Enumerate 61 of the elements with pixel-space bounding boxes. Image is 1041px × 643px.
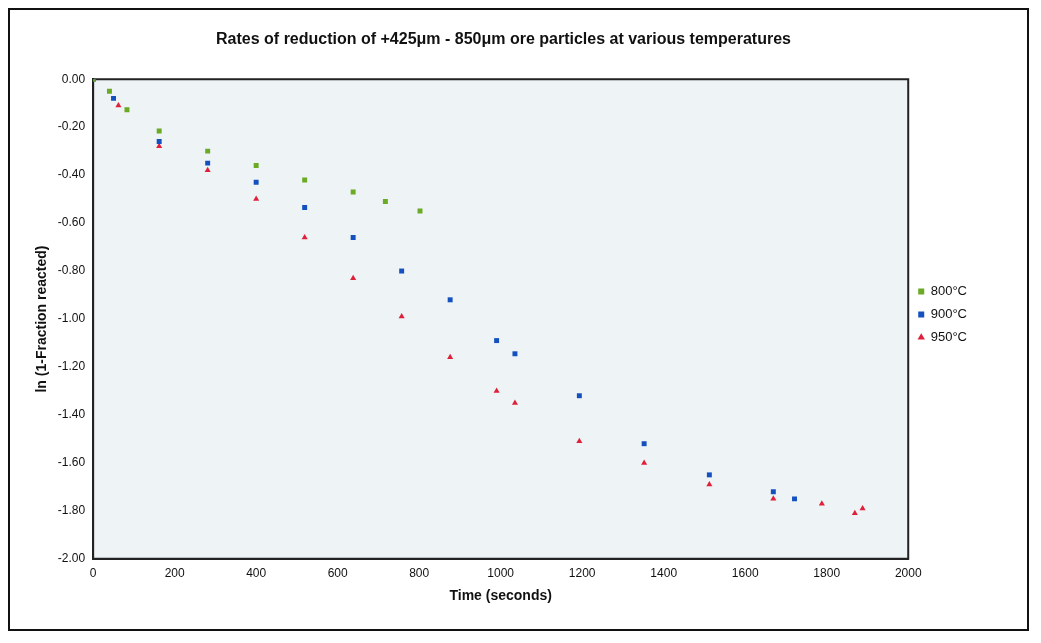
- y-tick-label: -0.40: [57, 167, 86, 182]
- point: [205, 148, 211, 154]
- point: [302, 205, 308, 210]
- point: [512, 351, 518, 357]
- point: [253, 179, 259, 185]
- point: [156, 139, 162, 145]
- point: [770, 495, 777, 501]
- y-tick-label: -1.20: [57, 359, 86, 374]
- point: [301, 233, 308, 240]
- point: [399, 268, 405, 274]
- point: [641, 441, 647, 447]
- y-tick-label: -0.60: [57, 215, 86, 230]
- point: [350, 274, 357, 280]
- point: [494, 338, 500, 344]
- y-tick-label: -1.60: [57, 455, 86, 470]
- x-tick-label: 2000: [894, 566, 922, 581]
- legend-label: 900°C: [930, 306, 967, 322]
- x-tick-label: 600: [327, 566, 349, 581]
- point: [382, 199, 388, 204]
- point: [253, 163, 259, 168]
- point: [350, 189, 356, 195]
- x-tick-label: 1800: [813, 566, 841, 581]
- y-tick-label: -1.00: [57, 311, 86, 326]
- point: [641, 459, 648, 465]
- y-tick-label: 0.00: [61, 71, 86, 86]
- point: [204, 166, 211, 173]
- point: [511, 399, 518, 405]
- legend-label: 950°C: [930, 329, 967, 345]
- point: [447, 353, 454, 360]
- x-axis-title: Time (seconds): [449, 587, 552, 604]
- point: [706, 472, 712, 478]
- x-tick-label: 0: [89, 566, 97, 581]
- x-tick-label: 800: [409, 566, 430, 581]
- point: [106, 88, 112, 94]
- x-tick-label: 1400: [650, 566, 678, 581]
- point: [205, 160, 211, 166]
- point: [706, 480, 713, 487]
- legend-label: 800°C: [930, 283, 967, 299]
- point: [302, 177, 308, 183]
- chart-title: Rates of reduction of +425μm - 850μm ore particles at various temperatures: [216, 30, 792, 48]
- point: [447, 297, 453, 303]
- point: [111, 95, 116, 101]
- point: [576, 393, 582, 399]
- point: [350, 234, 356, 240]
- y-tick-label: -0.80: [57, 263, 86, 278]
- x-tick-label: 400: [246, 566, 267, 581]
- x-tick-label: 1000: [487, 566, 515, 581]
- y-tick-label: -1.80: [57, 503, 86, 518]
- point: [851, 509, 858, 515]
- x-tick-label: 200: [164, 566, 185, 581]
- point: [253, 195, 260, 201]
- point: [770, 489, 776, 495]
- y-axis-title: ln (1-Fraction reacted): [33, 245, 50, 393]
- point: [792, 496, 797, 502]
- point: [576, 437, 583, 444]
- y-tick-label: -2.00: [57, 551, 86, 566]
- point: [493, 387, 500, 393]
- y-tick-label: -0.20: [57, 119, 86, 134]
- x-tick-label: 1200: [568, 566, 596, 581]
- y-tick-label: -1.40: [57, 407, 86, 422]
- x-tick-label: 1600: [731, 566, 759, 581]
